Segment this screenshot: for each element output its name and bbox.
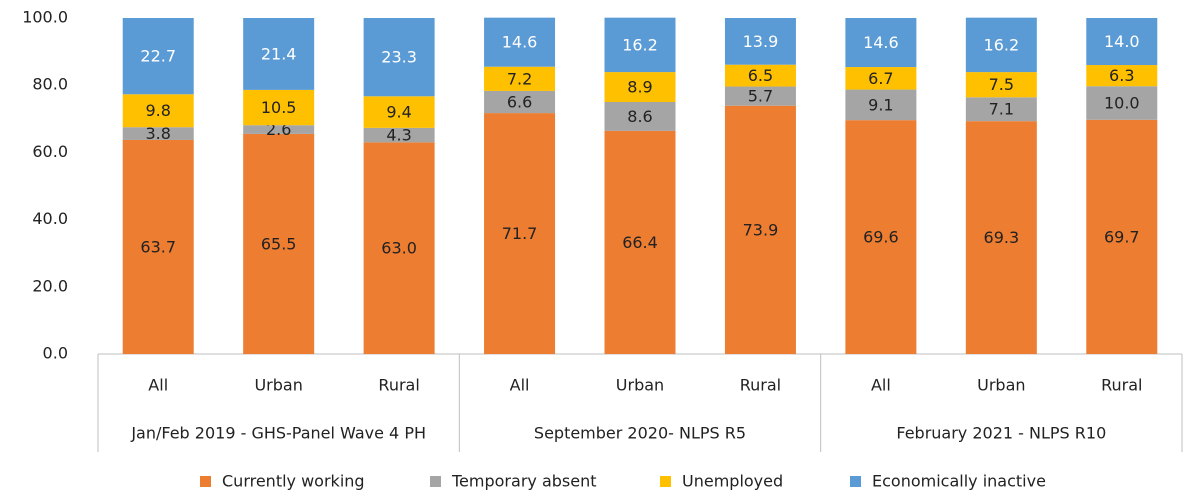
data-label: 8.6	[627, 107, 652, 126]
data-label: 73.9	[743, 220, 779, 239]
data-label: 66.4	[622, 233, 658, 252]
data-label: 7.1	[989, 100, 1014, 119]
data-label: 69.7	[1104, 227, 1140, 246]
y-tick-label: 100.0	[22, 8, 68, 27]
data-label: 71.7	[502, 224, 538, 243]
bar-segment	[965, 17, 1037, 73]
data-label: 65.5	[261, 234, 297, 253]
bar-segment	[243, 18, 315, 90]
legend-label: Temporary absent	[451, 472, 597, 491]
data-label: 9.8	[145, 101, 170, 120]
data-label: 22.7	[140, 47, 176, 66]
legend-swatch	[850, 476, 861, 487]
data-label: 6.5	[748, 66, 773, 85]
x-tick-label: Urban	[254, 376, 302, 395]
legend-label: Economically inactive	[872, 472, 1046, 491]
bar-segment	[363, 127, 435, 143]
bar-segment	[845, 67, 917, 90]
group-label: Jan/Feb 2019 - GHS-Panel Wave 4 PH	[130, 424, 426, 443]
bar-segment	[724, 18, 796, 65]
data-label: 3.8	[145, 124, 170, 143]
group-label: February 2021 - NLPS R10	[896, 424, 1106, 443]
x-tick-label: Rural	[1101, 376, 1142, 395]
data-label: 9.4	[386, 103, 411, 122]
bar-segment	[1086, 86, 1158, 120]
x-tick-label: All	[871, 376, 891, 395]
data-label: 14.6	[863, 33, 899, 52]
data-label: 6.7	[868, 69, 893, 88]
y-tick-label: 0.0	[43, 344, 68, 363]
bar-segment	[604, 102, 676, 131]
bar-segment	[484, 66, 556, 91]
bar-segment	[122, 127, 194, 140]
bar-segment	[965, 72, 1037, 98]
bar-segment	[1086, 65, 1158, 87]
data-label: 10.0	[1104, 94, 1140, 113]
data-label: 5.7	[748, 87, 773, 106]
data-label: 16.2	[984, 35, 1020, 54]
x-tick-label: Rural	[378, 376, 419, 395]
bar-segment	[724, 105, 796, 354]
data-label: 23.3	[381, 48, 417, 67]
data-label: 14.0	[1104, 32, 1140, 51]
data-label: 14.6	[502, 33, 538, 52]
bar-segment	[604, 130, 676, 354]
data-label: 69.3	[984, 228, 1020, 247]
bar-segment	[604, 17, 676, 73]
y-tick-label: 60.0	[32, 142, 68, 161]
data-label: 7.2	[507, 69, 532, 88]
y-tick-label: 40.0	[32, 209, 68, 228]
bar-segment	[965, 121, 1037, 354]
bar-segment	[122, 94, 194, 128]
bar-segment	[965, 97, 1037, 122]
legend-label: Unemployed	[682, 472, 783, 491]
data-label: 8.9	[627, 78, 652, 97]
data-label: 4.3	[386, 126, 411, 145]
bar-segment	[604, 72, 676, 102]
data-label: 69.6	[863, 228, 899, 247]
data-label: 6.3	[1109, 66, 1134, 85]
y-tick-label: 80.0	[32, 75, 68, 94]
legend-swatch	[430, 476, 441, 487]
x-tick-label: All	[148, 376, 168, 395]
data-label: 6.6	[507, 93, 532, 112]
bar-segment	[243, 133, 315, 354]
bar-segment	[1086, 119, 1158, 354]
bar-segment	[724, 86, 796, 106]
bar-segment	[122, 139, 194, 354]
y-tick-label: 20.0	[32, 276, 68, 295]
bar-segment	[122, 18, 194, 95]
legend-label: Currently working	[222, 472, 365, 491]
bar-segment	[845, 18, 917, 68]
legend-swatch	[660, 476, 671, 487]
data-label: 63.7	[140, 237, 176, 256]
bar-segment	[484, 90, 556, 114]
bar-segment	[484, 113, 556, 354]
data-label: 13.9	[743, 32, 779, 51]
bar-segment	[363, 18, 435, 97]
bar-segment	[363, 142, 435, 354]
bar-segment	[845, 120, 917, 354]
bar-segment	[484, 17, 556, 67]
x-tick-label: Urban	[977, 376, 1025, 395]
x-tick-label: Rural	[740, 376, 781, 395]
bar-segment	[845, 89, 917, 121]
data-label: 7.5	[989, 75, 1014, 94]
data-label: 63.0	[381, 239, 417, 258]
bar-segment	[1086, 18, 1158, 66]
data-label: 10.5	[261, 98, 297, 117]
legend-swatch	[200, 476, 211, 487]
bar-segment	[363, 96, 435, 128]
x-tick-label: Urban	[616, 376, 664, 395]
data-label: 21.4	[261, 44, 297, 63]
data-label: 16.2	[622, 35, 658, 54]
data-label: 9.1	[868, 95, 893, 114]
bar-segment	[724, 64, 796, 87]
bar-segment	[243, 89, 315, 126]
bar-segment	[243, 125, 315, 134]
group-label: September 2020- NLPS R5	[534, 424, 746, 443]
x-tick-label: All	[510, 376, 530, 395]
